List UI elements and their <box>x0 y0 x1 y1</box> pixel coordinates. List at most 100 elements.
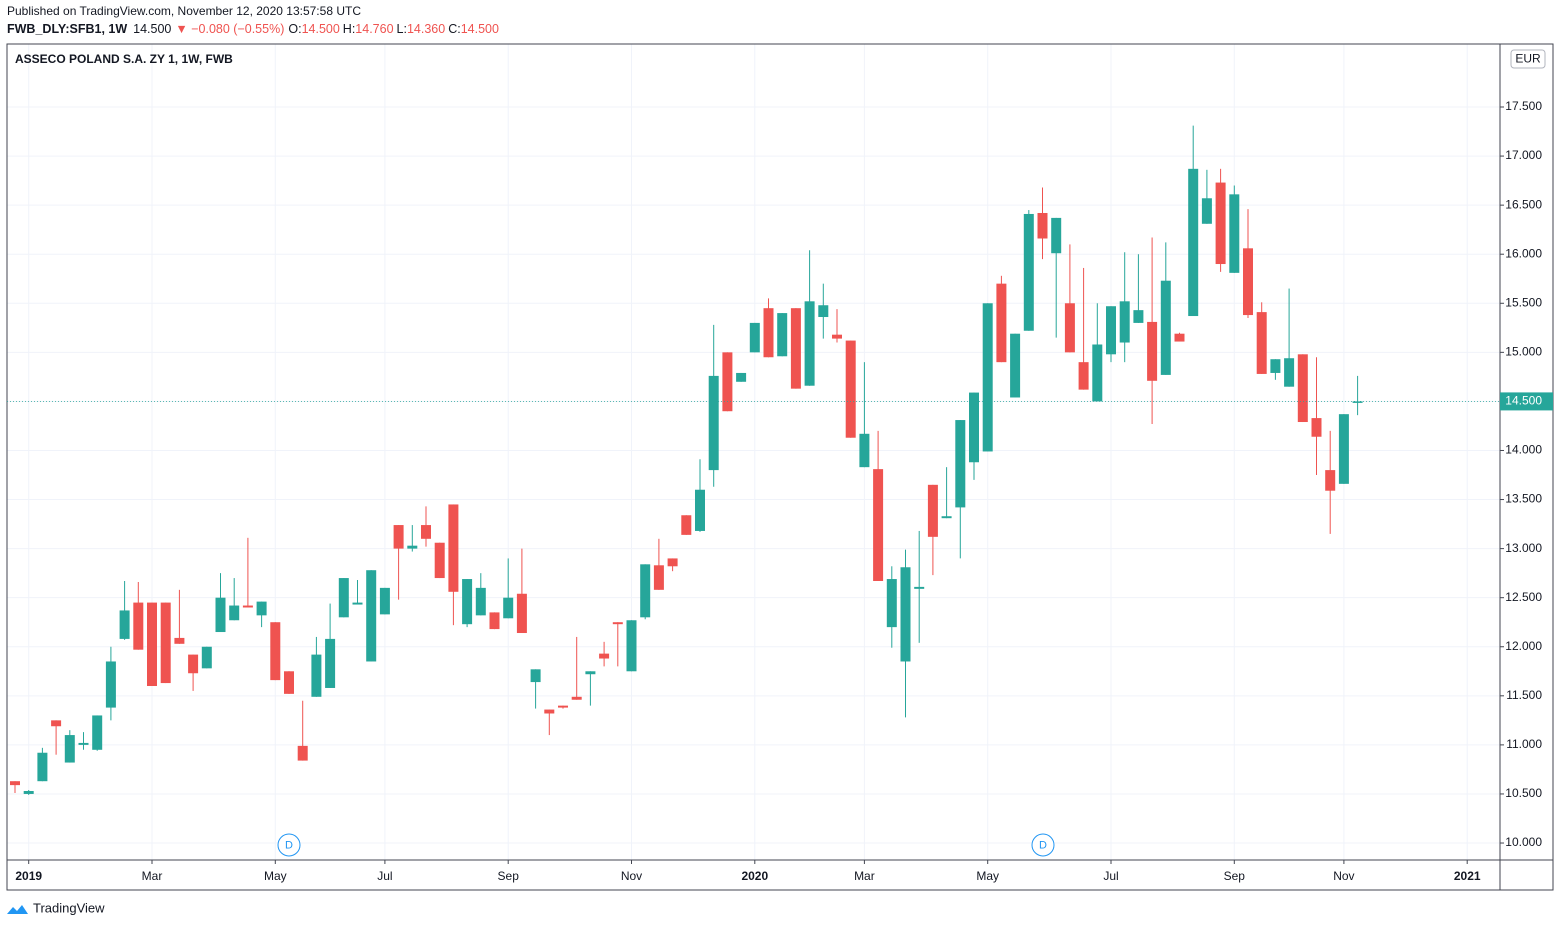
candle-body <box>722 352 733 412</box>
y-tick-label: 17.500 <box>1505 99 1542 113</box>
currency: EUR <box>1515 52 1541 66</box>
candle-body <box>571 696 582 700</box>
candle-body <box>1160 280 1171 375</box>
candle-body <box>640 564 651 618</box>
candle-body <box>119 610 130 639</box>
candle-body <box>78 742 89 745</box>
candle-body <box>996 283 1007 363</box>
candle-body <box>366 570 377 662</box>
candle-body <box>749 322 760 353</box>
candle-body <box>147 602 157 687</box>
candle-body <box>325 638 336 688</box>
candle-body <box>544 709 555 714</box>
candle-body <box>10 781 20 786</box>
x-tick-label: Jul <box>377 869 392 883</box>
candle-body <box>1201 198 1212 224</box>
y-tick-label: 15.500 <box>1505 295 1542 309</box>
x-tick-label: Sep <box>498 869 520 883</box>
candle-body <box>1119 301 1130 343</box>
candle-body <box>1037 212 1048 239</box>
candle-body <box>1270 359 1281 373</box>
candle-body <box>188 654 199 674</box>
candle-body <box>695 489 705 531</box>
symbol-line: FWB_DLY:SFB1, 1W 14.500 ▼ −0.080 (−0.55%) O… <box>7 22 499 36</box>
published-note: Published on TradingView.com, November 1… <box>7 4 361 18</box>
y-tick-label: 12.000 <box>1505 639 1542 653</box>
ohlc-key: C: <box>448 22 461 36</box>
candle-body <box>64 735 75 763</box>
candle-body <box>448 504 459 592</box>
candle-body <box>1215 182 1226 265</box>
candle-body <box>1188 168 1199 317</box>
candle-body <box>297 745 308 761</box>
candle-body <box>1023 213 1034 331</box>
candle-body <box>653 565 664 590</box>
candle-body <box>92 715 103 750</box>
change: ▼ −0.080 (−0.55%) <box>175 22 284 36</box>
candle-body <box>105 661 116 708</box>
candle-body <box>37 752 48 782</box>
candle-body <box>23 791 34 794</box>
x-tick-label: Jul <box>1103 869 1118 883</box>
y-tick-label: 13.000 <box>1505 541 1542 555</box>
currency-box[interactable] <box>1510 49 1546 69</box>
candle-body <box>681 515 692 535</box>
candle-body <box>284 671 294 694</box>
candle-body <box>215 597 226 633</box>
candle-body <box>421 525 431 539</box>
candle-body <box>1325 470 1336 491</box>
ohlc-key: H: <box>343 22 356 36</box>
candle-body <box>201 646 212 669</box>
candle-body <box>585 671 596 675</box>
candle-body <box>955 420 966 508</box>
brand-logo <box>7 905 28 914</box>
candle-body <box>982 303 993 452</box>
ohlc-value: 14.500 <box>302 22 340 36</box>
candle-body <box>352 602 363 605</box>
candle-body <box>1106 306 1116 355</box>
y-tick-label: 14.000 <box>1505 443 1542 457</box>
candle-body <box>1064 303 1075 353</box>
frame <box>6 43 1554 891</box>
candle-body <box>407 545 418 549</box>
x-tick-label: 2021 <box>1454 869 1481 883</box>
last-price-box <box>1500 392 1553 411</box>
candle-body <box>434 542 445 579</box>
candle-body <box>1051 217 1062 254</box>
candle-body <box>256 601 267 616</box>
chart-title: ASSECO POLAND S.A. ZY 1, 1W, FWB <box>15 52 233 66</box>
y-tick-label: 11.500 <box>1506 688 1542 702</box>
x-tick-label: May <box>976 869 999 883</box>
candle-body <box>804 301 815 386</box>
ohlc-value: 14.360 <box>407 22 445 36</box>
y-tick-label: 10.500 <box>1505 786 1542 800</box>
candle-body <box>229 605 240 621</box>
candles <box>10 125 1363 795</box>
candle-body <box>708 375 719 471</box>
candle-body <box>927 484 938 537</box>
last: 14.500 <box>133 22 171 36</box>
y-tick-label: 17.000 <box>1505 148 1542 162</box>
dividend-marker[interactable] <box>1031 833 1055 857</box>
candle-body <box>338 578 349 618</box>
candle-body <box>790 308 801 389</box>
dividend-marker[interactable] <box>277 833 301 857</box>
candle-body <box>270 622 281 681</box>
candle-body <box>859 433 870 468</box>
candle-body <box>462 579 473 625</box>
ohlc-value: 14.760 <box>355 22 393 36</box>
y-tick-label: 16.500 <box>1505 197 1542 211</box>
candle-body <box>667 558 678 567</box>
x-tick-label: 2020 <box>741 869 768 883</box>
candle-body <box>626 620 637 672</box>
candle-body <box>379 587 390 615</box>
candle-body <box>558 705 568 708</box>
ohlc-value: 14.500 <box>461 22 499 36</box>
candle-body <box>489 612 500 630</box>
candle-body <box>133 602 144 650</box>
y-tick-label: 15.000 <box>1505 345 1542 359</box>
candle-body <box>51 720 62 727</box>
candle-body <box>503 597 514 619</box>
candle-body <box>1284 358 1295 387</box>
